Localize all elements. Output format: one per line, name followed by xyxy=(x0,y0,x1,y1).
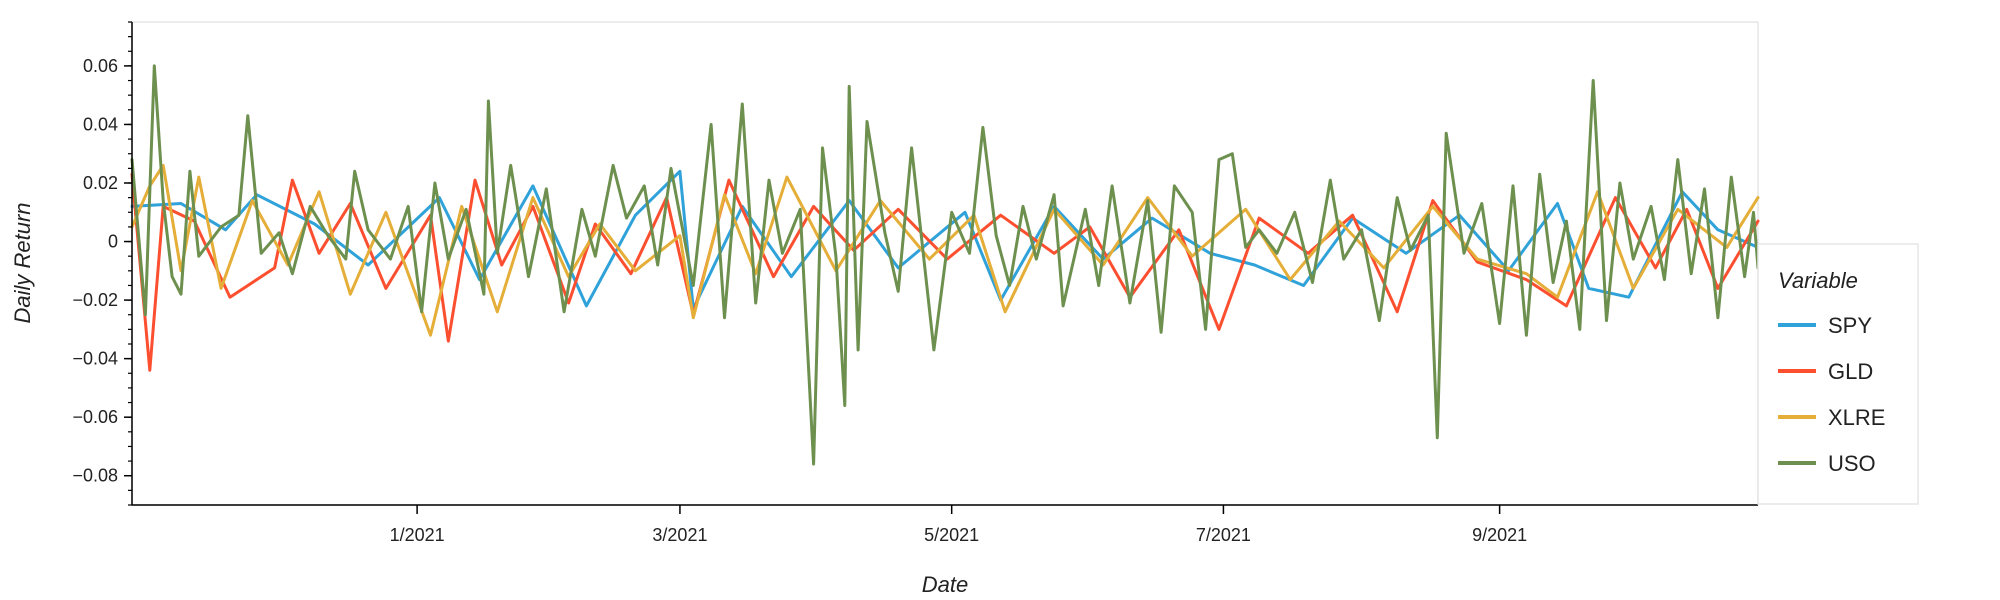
y-tick-label: 0.04 xyxy=(83,114,118,134)
legend-box xyxy=(1757,243,1919,505)
series-line-spy xyxy=(130,169,1760,311)
x-tick-label: 1/2021 xyxy=(390,525,445,545)
y-tick-label: −0.08 xyxy=(72,466,118,486)
x-axis: 1/2021 3/2021 5/2021 7/2021 9/2021 xyxy=(132,504,1758,545)
legend-label-spy: SPY xyxy=(1828,313,1872,338)
y-tick-label: −0.06 xyxy=(72,407,118,427)
legend-label-uso: USO xyxy=(1828,451,1876,476)
x-tick-label: 3/2021 xyxy=(652,525,707,545)
y-tick-label: 0 xyxy=(108,232,118,252)
y-tick-label: −0.04 xyxy=(72,349,118,369)
y-axis-title: Daily Return xyxy=(10,202,35,323)
legend-label-xlre: XLRE xyxy=(1828,405,1885,430)
x-tick-label: 5/2021 xyxy=(924,525,979,545)
x-tick-label: 9/2021 xyxy=(1472,525,1527,545)
legend-items: SPY GLD XLRE USO xyxy=(1778,313,1885,476)
x-axis-title: Date xyxy=(922,572,968,597)
y-tick-label: −0.02 xyxy=(72,290,118,310)
y-tick-label: 0.06 xyxy=(83,56,118,76)
legend-title: Variable xyxy=(1778,268,1858,293)
legend-label-gld: GLD xyxy=(1828,359,1873,384)
y-axis: 0.06 0.04 0.02 0 −0.02 −0.04 −0.06 −0.08 xyxy=(72,21,133,506)
y-tick-label: 0.02 xyxy=(83,173,118,193)
series-line-uso xyxy=(130,64,1760,466)
series-layer xyxy=(130,64,1760,466)
legend: Variable SPY GLD XLRE USO xyxy=(1757,243,1919,505)
x-tick-label: 7/2021 xyxy=(1196,525,1251,545)
